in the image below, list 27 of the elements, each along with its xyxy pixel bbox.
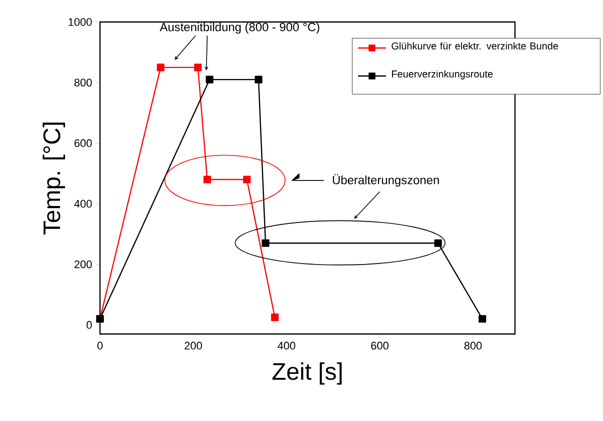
x-tick-label: 400 xyxy=(278,342,296,350)
x-tick-label: 0 xyxy=(97,342,103,350)
point xyxy=(271,314,279,322)
x-tick-label: 800 xyxy=(464,342,482,350)
y-axis-title: Temp. [°C] xyxy=(42,122,66,235)
x-tick-label: 200 xyxy=(184,342,202,350)
point xyxy=(434,239,442,247)
y-tick-label: 800 xyxy=(74,78,92,86)
annotation: Austenitbildung (800 - 900 °C) xyxy=(160,22,320,34)
point xyxy=(194,64,202,72)
point xyxy=(203,176,212,184)
point xyxy=(206,76,214,84)
point xyxy=(478,315,486,323)
annotation: Überalterungszonen xyxy=(332,174,439,187)
y-tick-label: 1000 xyxy=(68,18,92,26)
legend-label: Feuerverzinkungsroute xyxy=(392,70,493,80)
y-tick-label: 600 xyxy=(74,139,92,148)
point xyxy=(156,64,164,72)
x-axis-title: Zeit [s] xyxy=(272,362,342,385)
point xyxy=(262,239,270,247)
legend-label: Glühkurve für elektr. verzinkte Bunde xyxy=(392,42,558,50)
y-tick-label: 200 xyxy=(74,260,92,268)
point xyxy=(243,176,251,184)
y-tick-label: 0 xyxy=(86,321,92,329)
point xyxy=(254,76,262,84)
y-tick-label: 400 xyxy=(74,200,92,208)
x-tick-label: 600 xyxy=(371,342,388,350)
